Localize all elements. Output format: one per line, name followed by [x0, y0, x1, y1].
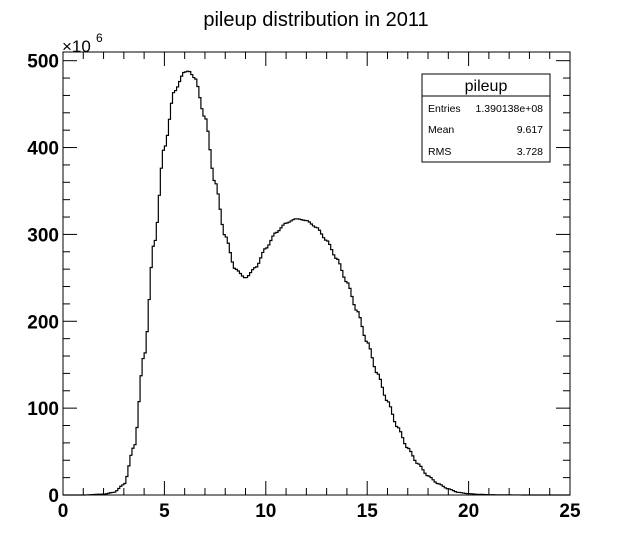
y-tick-label: 0 [48, 486, 59, 507]
y-tick-label: 400 [27, 139, 59, 160]
y-axis: 0 100 200 300 400 500 [27, 52, 570, 507]
y-multiplier-label: ×10 [62, 37, 91, 56]
series-line-pileup [63, 70, 570, 496]
y-multiplier-exponent: 6 [96, 31, 103, 45]
x-tick-label: 10 [255, 501, 276, 522]
x-tick-label: 20 [458, 501, 479, 522]
stats-entries-value: 1.390138e+08 [476, 103, 544, 115]
x-tick-label: 15 [357, 501, 379, 522]
x-tick-label: 5 [159, 501, 170, 522]
stats-box: pileup Entries 1.390138e+08 Mean 9.617 R… [421, 73, 551, 163]
stats-box-title: pileup [465, 78, 508, 95]
stats-entries-label: Entries [428, 103, 461, 115]
stats-mean-value: 9.617 [517, 124, 543, 136]
stats-rms-label: RMS [428, 146, 451, 158]
plot-frame [62, 51, 571, 496]
y-tick-label: 100 [27, 399, 59, 420]
y-tick-label: 500 [27, 52, 59, 73]
chart-title: pileup distribution in 2011 [203, 9, 428, 31]
stats-box-frame [421, 73, 551, 163]
stats-mean-label: Mean [428, 124, 454, 136]
y-tick-label: 200 [27, 312, 59, 333]
stats-rms-value: 3.728 [517, 146, 543, 158]
x-tick-label: 0 [58, 501, 69, 522]
y-tick-label: 300 [27, 225, 59, 246]
x-tick-label: 25 [559, 501, 581, 522]
